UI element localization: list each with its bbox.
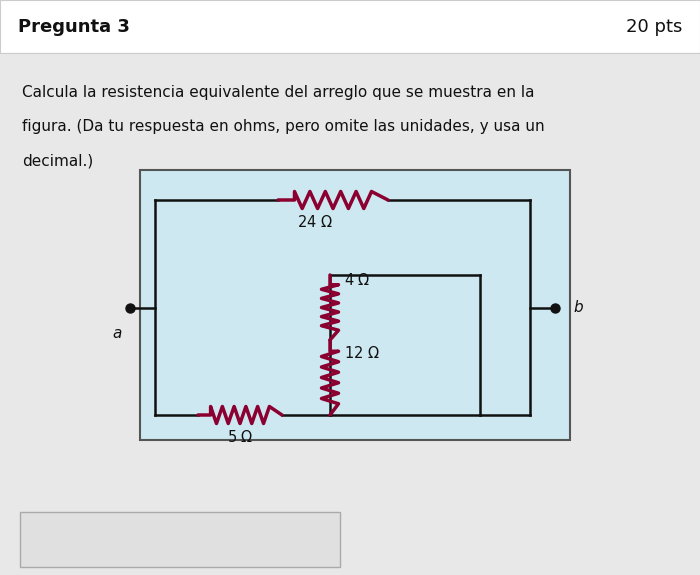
Text: 12 $\Omega$: 12 $\Omega$	[344, 345, 380, 361]
Text: 20 pts: 20 pts	[626, 17, 682, 36]
FancyBboxPatch shape	[0, 0, 700, 53]
FancyBboxPatch shape	[0, 53, 700, 575]
FancyBboxPatch shape	[140, 170, 570, 440]
Text: 4 $\Omega$: 4 $\Omega$	[344, 272, 370, 288]
Text: figura. (Da tu respuesta en ohms, pero omite las unidades, y usa un: figura. (Da tu respuesta en ohms, pero o…	[22, 120, 545, 135]
Text: decimal.): decimal.)	[22, 154, 93, 168]
Text: Pregunta 3: Pregunta 3	[18, 17, 130, 36]
Text: b: b	[573, 300, 582, 315]
Text: a: a	[112, 325, 122, 340]
Text: Calcula la resistencia equivalente del arreglo que se muestra en la: Calcula la resistencia equivalente del a…	[22, 86, 535, 101]
Text: 24 $\Omega$: 24 $\Omega$	[297, 214, 333, 230]
FancyBboxPatch shape	[20, 512, 340, 567]
Text: 5 $\Omega$: 5 $\Omega$	[227, 429, 253, 445]
